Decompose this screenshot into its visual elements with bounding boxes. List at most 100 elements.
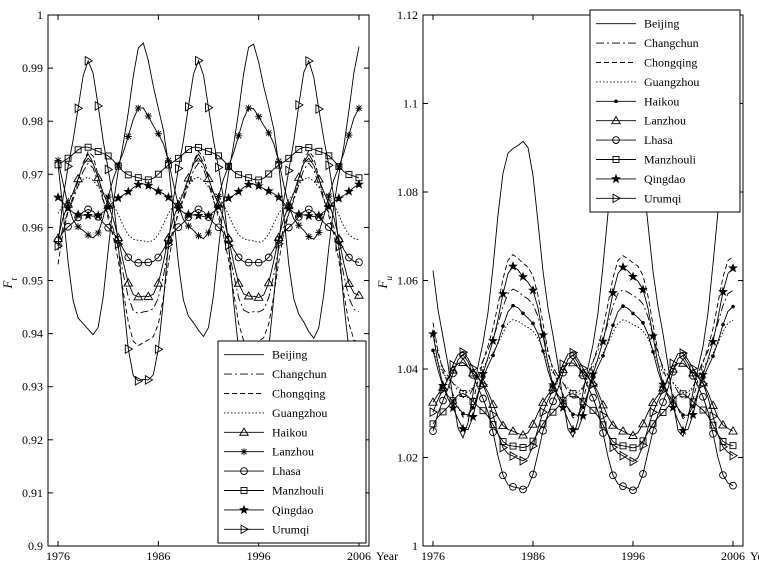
x-tick-label: 2006	[347, 549, 371, 563]
data-point-marker	[283, 203, 294, 213]
data-point-marker	[273, 192, 284, 202]
data-point-marker	[163, 192, 174, 202]
legend-label: Beijing	[272, 348, 307, 362]
data-point-marker	[428, 397, 438, 406]
y-tick-label: 1.12	[397, 8, 418, 22]
data-point-marker	[539, 407, 549, 418]
y-tick-label: 0.99	[22, 61, 43, 75]
data-point-marker	[649, 420, 657, 428]
x-tick-label: 1976	[46, 549, 70, 563]
series-line-guangzhou	[432, 319, 734, 393]
data-point-marker	[64, 222, 72, 231]
data-point-marker	[718, 286, 728, 297]
data-point-marker	[185, 101, 194, 112]
legend-marker	[611, 115, 621, 125]
legend-item-chongqing: Chongqing	[224, 387, 325, 401]
data-point-marker	[518, 271, 528, 282]
series-chongqing	[432, 253, 734, 420]
data-point-marker	[468, 411, 478, 422]
y-axis-label: Fu	[375, 276, 394, 290]
data-point-marker	[509, 482, 517, 491]
data-point-marker	[235, 132, 243, 140]
data-point-marker	[134, 259, 143, 267]
data-point-marker	[598, 336, 608, 346]
data-point-marker	[223, 193, 234, 203]
data-point-marker	[193, 210, 204, 220]
data-point-marker	[255, 113, 263, 121]
y-tick-label: 1.1	[403, 97, 418, 111]
data-point-marker	[233, 186, 244, 196]
data-point-marker	[578, 410, 588, 421]
data-point-marker	[154, 344, 164, 355]
data-point-marker	[569, 351, 577, 360]
data-point-marker	[529, 441, 539, 451]
data-point-marker	[638, 284, 648, 294]
y-tick-label: 0.97	[22, 167, 43, 181]
legend-label: Haikou	[272, 425, 307, 439]
data-point-marker	[519, 485, 527, 494]
data-point-marker	[508, 261, 518, 271]
legend-item-chongqing: Chongqing	[596, 56, 697, 70]
data-point-marker	[491, 353, 495, 358]
data-point-marker	[439, 408, 447, 416]
data-point-marker	[114, 161, 122, 169]
data-point-marker	[325, 223, 333, 231]
data-point-marker	[124, 132, 132, 140]
series-line-beijing	[57, 42, 360, 340]
data-point-marker	[538, 329, 548, 340]
data-point-marker	[689, 371, 697, 380]
legend-label: Urumqi	[644, 191, 682, 205]
data-point-marker	[323, 201, 334, 211]
data-point-marker	[245, 104, 253, 112]
data-point-marker	[729, 481, 737, 490]
data-point-marker	[63, 203, 74, 213]
data-point-marker	[549, 408, 557, 416]
chart-panel-2: 1 1.02 1.04 1.06 1.08 1.1 1.12 1976 1986 1996 2006…	[375, 8, 759, 563]
data-point-marker	[718, 419, 728, 429]
data-point-marker	[569, 390, 577, 398]
data-point-marker	[589, 406, 597, 414]
y-tick-label: 1.04	[397, 362, 418, 376]
data-point-marker	[621, 304, 625, 308]
data-point-marker	[498, 288, 508, 299]
data-point-marker	[431, 348, 435, 353]
data-point-marker	[529, 437, 537, 445]
legend-label: Beijing	[644, 17, 679, 31]
legend-label: Lanzhou	[272, 445, 314, 459]
data-point-marker	[275, 161, 283, 169]
data-point-marker	[144, 112, 152, 120]
data-point-marker	[133, 291, 144, 301]
data-point-marker	[571, 412, 575, 417]
data-point-marker	[205, 102, 214, 113]
legend-item-urumqi: Urumqi	[596, 191, 682, 205]
data-point-marker	[539, 420, 547, 428]
data-point-marker	[124, 253, 133, 262]
legend: Beijing Changchun Chongqing Guangzhou Haikou…	[217, 340, 367, 544]
series-group	[53, 42, 365, 387]
data-point-marker	[629, 486, 637, 495]
data-point-marker	[64, 154, 72, 162]
data-point-marker	[509, 451, 519, 462]
data-point-marker	[638, 418, 648, 428]
x-tick-label: 1996	[247, 549, 271, 563]
y-tick-label: 0.98	[22, 114, 43, 128]
data-point-marker	[568, 357, 578, 367]
legend-item-manzhouli: Manzhouli	[224, 484, 325, 498]
x-tick-label: 1976	[421, 549, 445, 563]
data-point-marker	[73, 173, 84, 183]
data-point-marker	[315, 104, 324, 114]
data-point-marker	[729, 442, 737, 450]
data-point-marker	[164, 157, 172, 165]
data-point-marker	[114, 162, 122, 170]
data-point-marker	[104, 164, 114, 175]
data-point-marker	[709, 429, 717, 438]
data-point-marker	[619, 482, 627, 491]
data-point-marker	[679, 351, 687, 360]
data-point-marker	[235, 171, 243, 179]
data-point-marker	[213, 201, 224, 212]
data-point-marker	[243, 290, 254, 300]
data-point-marker	[598, 399, 608, 409]
data-point-marker	[104, 223, 113, 232]
data-point-marker	[709, 411, 719, 422]
data-point-marker	[429, 420, 437, 428]
